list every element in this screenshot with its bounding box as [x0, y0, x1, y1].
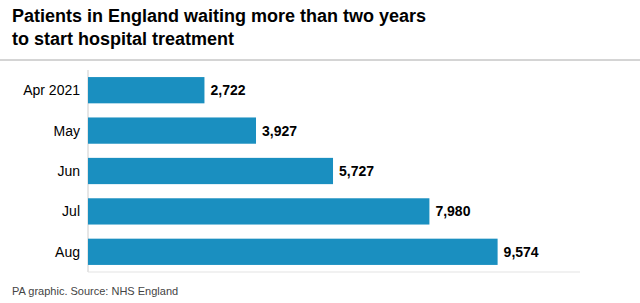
x-axis-line [88, 272, 580, 273]
bars [88, 77, 498, 265]
title: Patients in England waiting more than tw… [12, 6, 426, 26]
bar [88, 77, 204, 103]
y-tick-label: Jul [62, 203, 80, 219]
y-tick-labels: Apr 2021 May Jun Jul Aug [23, 82, 80, 260]
data-label: 2,722 [210, 82, 245, 98]
bar [88, 158, 333, 184]
y-tick-label: May [54, 123, 80, 139]
data-label: 3,927 [262, 123, 297, 139]
y-tick-label: Apr 2021 [23, 82, 80, 98]
separator [0, 60, 640, 61]
bar [88, 198, 429, 224]
data-label: 7,980 [435, 203, 470, 219]
data-labels: 2,722 3,927 5,727 7,980 9,574 [210, 82, 538, 260]
chart-container: Patients in England waiting more than tw… [0, 0, 640, 303]
bar [88, 117, 256, 143]
subtitle: to start hospital treatment [12, 29, 234, 49]
data-label: 9,574 [504, 244, 539, 260]
y-tick-label: Jun [57, 163, 80, 179]
bar [88, 239, 498, 265]
y-tick-label: Aug [55, 244, 80, 260]
footer: PA graphic. Source: NHS England [12, 285, 178, 297]
chart-svg: Patients in England waiting more than tw… [0, 0, 640, 303]
data-label: 5,727 [339, 163, 374, 179]
